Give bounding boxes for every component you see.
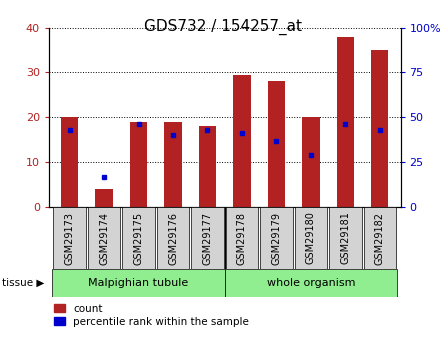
Bar bbox=[191, 207, 224, 269]
Text: Malpighian tubule: Malpighian tubule bbox=[89, 278, 189, 288]
Text: GSM29179: GSM29179 bbox=[271, 211, 281, 265]
Bar bbox=[88, 207, 120, 269]
Legend: count, percentile rank within the sample: count, percentile rank within the sample bbox=[54, 304, 249, 327]
Bar bbox=[295, 207, 327, 269]
Text: GSM29182: GSM29182 bbox=[375, 211, 385, 265]
Text: GSM29174: GSM29174 bbox=[99, 211, 109, 265]
Bar bbox=[53, 207, 86, 269]
Bar bbox=[329, 207, 361, 269]
Text: GSM29176: GSM29176 bbox=[168, 211, 178, 265]
Text: GSM29177: GSM29177 bbox=[202, 211, 213, 265]
Text: tissue ▶: tissue ▶ bbox=[2, 278, 44, 288]
Text: GSM29181: GSM29181 bbox=[340, 211, 350, 265]
Text: GSM29178: GSM29178 bbox=[237, 211, 247, 265]
Bar bbox=[199, 126, 216, 207]
Text: GSM29173: GSM29173 bbox=[65, 211, 75, 265]
Bar bbox=[157, 207, 189, 269]
Text: GSM29175: GSM29175 bbox=[134, 211, 144, 265]
Bar bbox=[61, 117, 78, 207]
Bar bbox=[260, 207, 293, 269]
Bar bbox=[164, 122, 182, 207]
Bar bbox=[130, 122, 147, 207]
Bar bbox=[371, 50, 388, 207]
Bar bbox=[364, 207, 396, 269]
Bar bbox=[122, 207, 155, 269]
Bar bbox=[337, 37, 354, 207]
Bar bbox=[226, 207, 258, 269]
Bar bbox=[233, 75, 251, 207]
Bar bbox=[268, 81, 285, 207]
Bar bbox=[225, 269, 397, 297]
Bar bbox=[53, 269, 225, 297]
Text: whole organism: whole organism bbox=[267, 278, 355, 288]
Bar bbox=[96, 189, 113, 207]
Bar bbox=[302, 117, 320, 207]
Text: GSM29180: GSM29180 bbox=[306, 211, 316, 265]
Text: GDS732 / 154257_at: GDS732 / 154257_at bbox=[143, 19, 302, 35]
